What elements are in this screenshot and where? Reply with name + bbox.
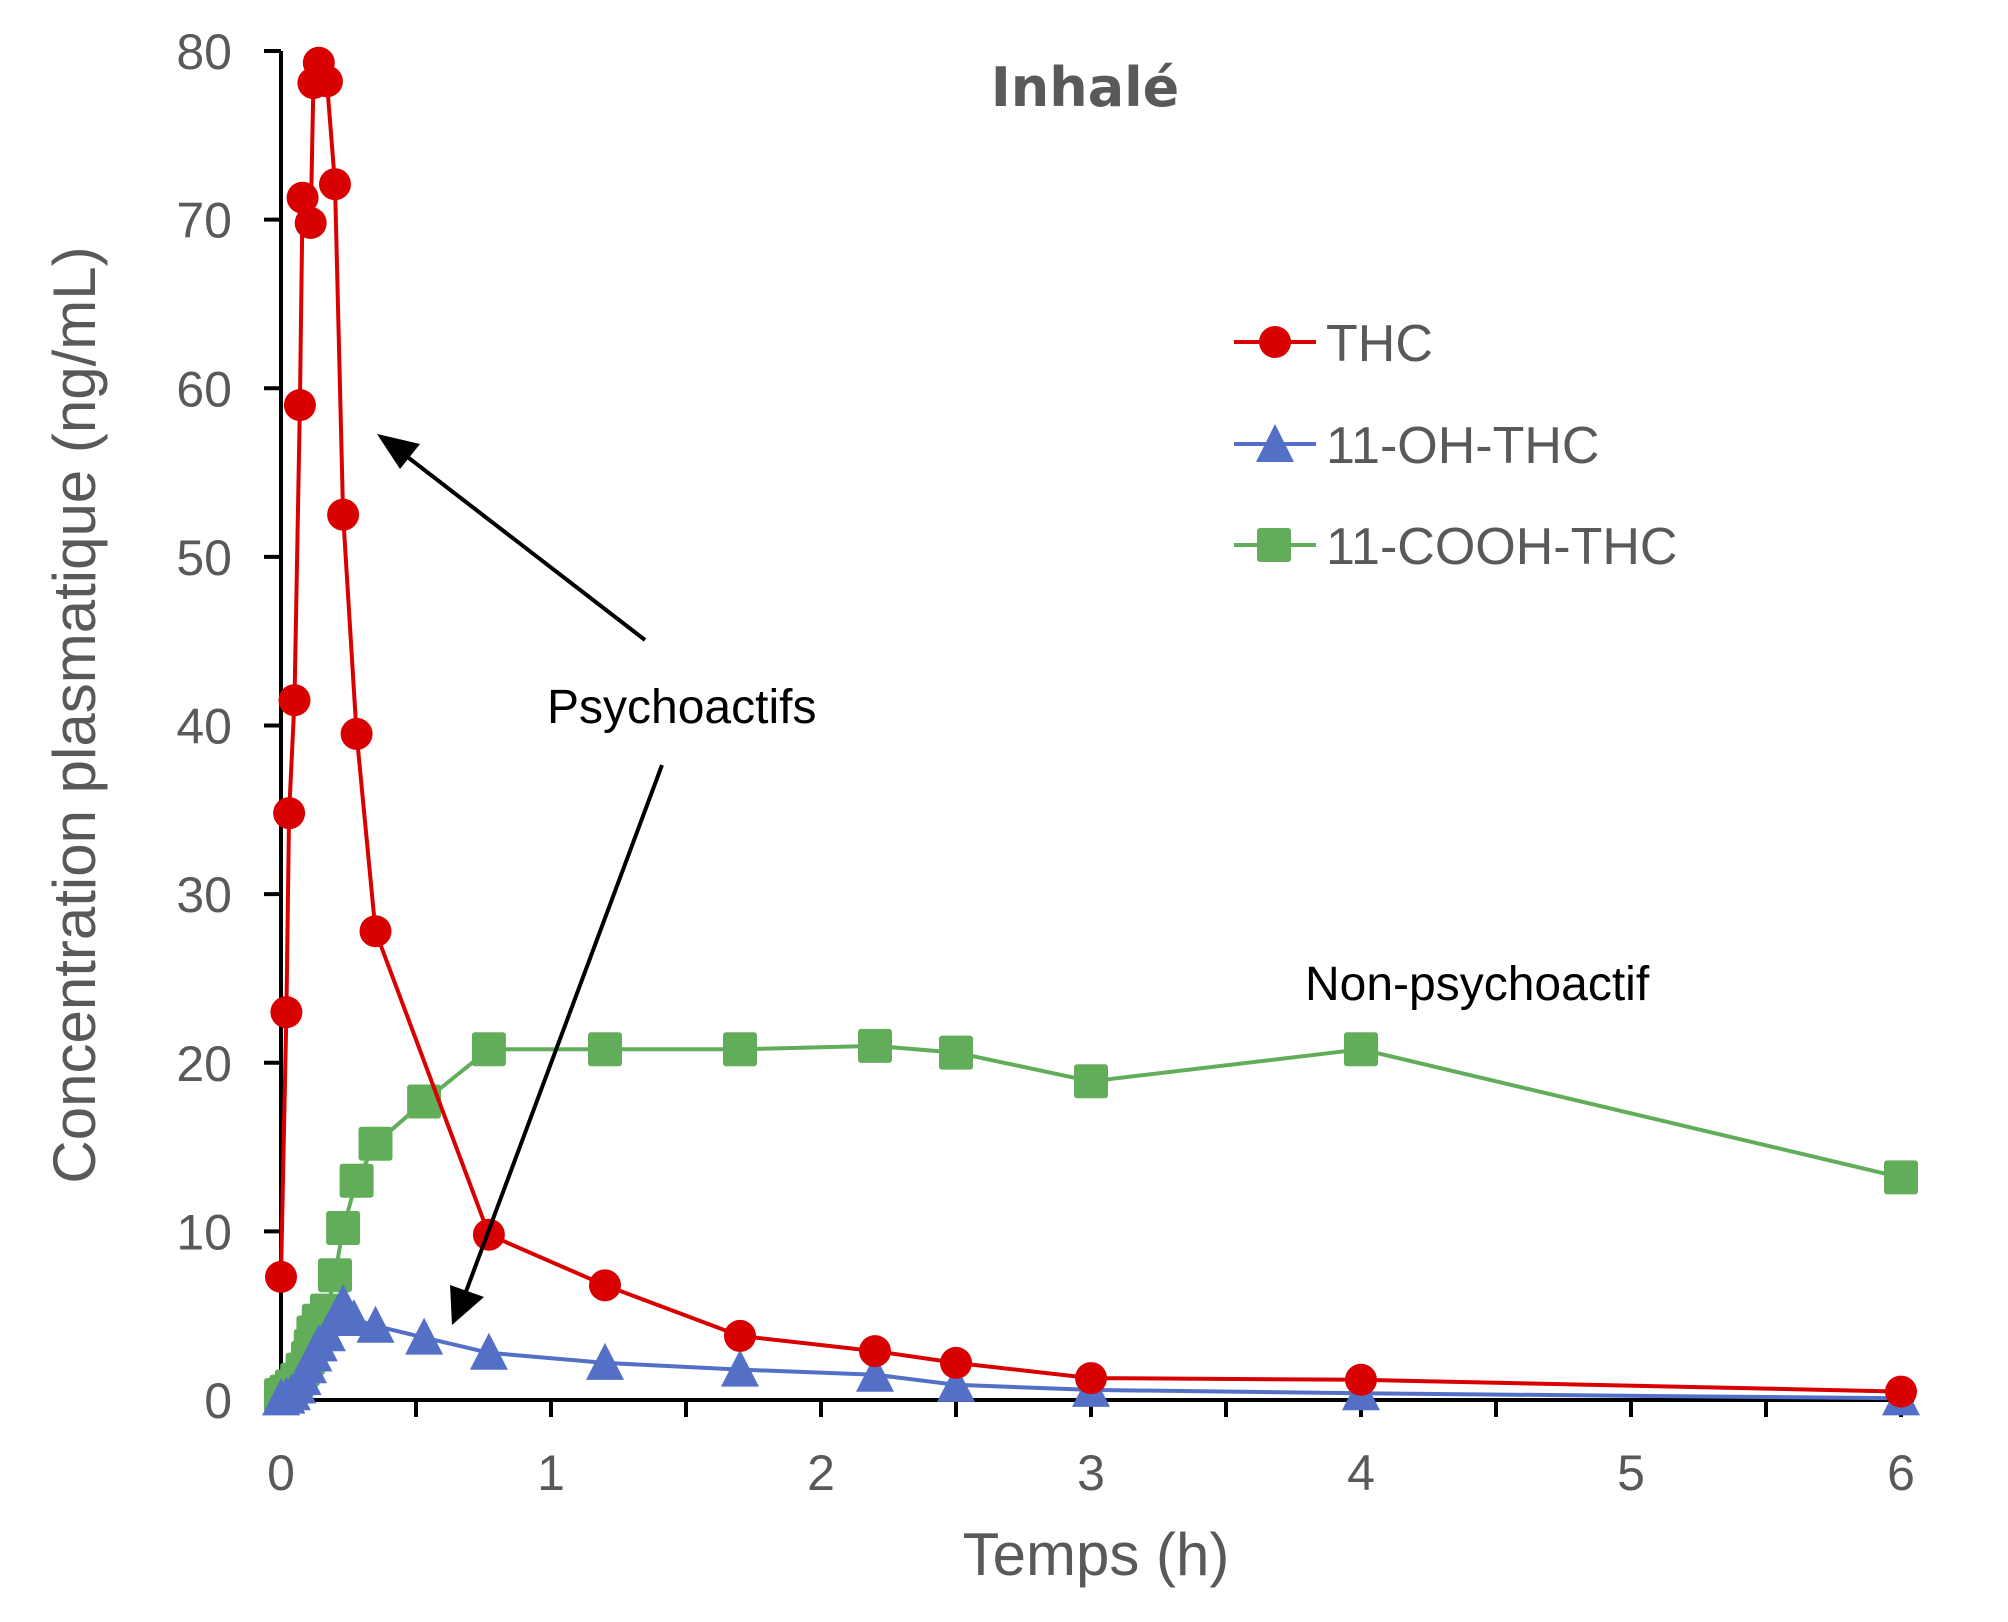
triangle-marker-icon [1256,424,1294,462]
legend-item-11-cooh-thc: 11-COOH-THC [1234,518,1677,576]
data-point [1074,1064,1108,1099]
data-point [858,1028,892,1063]
legend-item-thc: THC [1234,315,1433,373]
data-point [723,1032,757,1067]
data-point [588,1032,622,1067]
legend-label: THC [1326,315,1433,373]
annotation-psychoactifs: Psychoactifs [547,681,816,734]
data-point [319,168,351,201]
data-point [356,1305,395,1343]
data-point [339,1163,374,1198]
data-point [1345,1363,1377,1396]
circle-marker-icon [1259,326,1291,358]
data-point [273,797,306,830]
data-point [586,1342,624,1380]
data-point [286,181,319,214]
data-point [340,717,373,750]
x-tick-label: 4 [1347,1445,1375,1501]
x-axis-title: Temps (h) [963,1521,1230,1588]
y-tick-label: 40 [176,699,232,755]
x-tick-label: 0 [267,1445,295,1501]
data-point [359,915,392,948]
data-point [318,1258,352,1293]
x-tick-label: 5 [1617,1445,1645,1501]
y-tick-label: 20 [176,1036,232,1092]
data-point [407,1084,442,1119]
arrowhead-icon [377,434,420,469]
data-point [310,65,343,98]
legend-label: 11-COOH-THC [1326,518,1677,576]
y-tick-label: 70 [176,193,232,249]
arrowhead-icon [450,1285,484,1325]
data-point [939,1035,973,1070]
chart-title: Inhalé [991,56,1180,119]
data-point [327,498,360,531]
data-point [283,389,316,422]
annotation-arrow-thc [390,443,647,642]
y-tick-label: 30 [176,867,232,923]
x-tick-label: 2 [807,1445,835,1501]
legend-label: 11-OH-THC [1326,417,1599,475]
series-line [279,60,1902,1394]
series-thc [265,46,1917,1408]
y-tick-label: 50 [176,530,232,586]
series-layer [262,46,1920,1416]
data-point [469,1332,508,1370]
data-point [326,1211,361,1246]
y-tick-label: 0 [204,1373,232,1429]
data-point [1884,1160,1918,1195]
data-point [1344,1032,1378,1067]
data-point [270,996,303,1029]
data-point [278,684,311,717]
annotation-non-psychoactif: Non-psychoactif [1305,958,1650,1011]
data-point [856,1354,894,1392]
data-point [940,1346,972,1379]
data-point [589,1269,621,1302]
x-tick-label: 3 [1077,1445,1105,1501]
data-point [1075,1362,1107,1395]
square-marker-icon [1257,528,1291,562]
series-11-oh-thc [262,1283,1920,1416]
legend-item-11-oh-thc: 11-OH-THC [1234,417,1599,475]
y-tick-label: 60 [176,361,232,417]
data-point [294,206,327,239]
x-tick-label: 1 [537,1445,565,1501]
data-point [937,1364,975,1402]
legend: THC 11-OH-THC 11-COOH-THC [1234,315,1677,576]
annotation-arrow-11-oh-thc [459,764,664,1306]
data-point [405,1317,444,1355]
y-tick-label: 80 [176,24,232,80]
data-point [1885,1375,1917,1408]
axes [279,51,1914,1402]
annotations: Psychoactifs Non-psychoactif [377,434,1650,1325]
y-axis-title: Concentration plasmatique (ng/mL) [41,246,108,1183]
data-point [265,1260,297,1293]
data-point [471,1032,506,1067]
data-point [721,1349,759,1387]
data-point [334,1299,373,1337]
data-point [358,1126,393,1161]
y-tick-label: 10 [176,1204,232,1260]
y-ticks: 0 10 20 30 40 50 60 70 80 [176,24,281,1429]
data-point [724,1319,756,1352]
data-point [859,1335,891,1368]
x-tick-label: 6 [1887,1445,1915,1501]
x-ticks: 0 1 2 3 4 5 6 [267,1400,1915,1501]
